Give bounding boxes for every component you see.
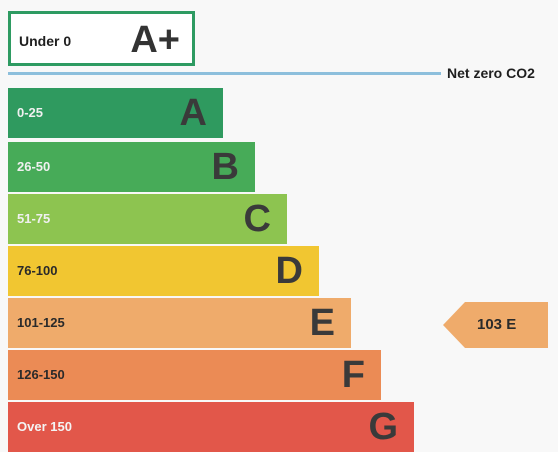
band-b-letter: B <box>211 146 239 188</box>
current-rating-value: 103 E <box>477 316 517 333</box>
band-d-letter: D <box>275 250 303 292</box>
band-f-range: 126-150 <box>17 367 65 382</box>
band-e-letter: E <box>309 302 335 344</box>
band-c: 51-75 C <box>8 194 287 244</box>
band-c-letter: C <box>243 198 271 240</box>
band-b-range: 26-50 <box>17 159 51 174</box>
arrow-shape-icon <box>443 302 548 348</box>
band-aplus-letter: A+ <box>130 19 180 61</box>
net-zero-label: Net zero CO2 <box>447 65 535 81</box>
band-g-range: Over 150 <box>17 419 72 434</box>
band-d-range: 76-100 <box>17 263 58 278</box>
band-a: 0-25 A <box>8 88 223 138</box>
band-c-range: 51-75 <box>17 211 51 226</box>
band-d: 76-100 D <box>8 246 319 296</box>
band-g-letter: G <box>368 406 398 448</box>
band-g: Over 150 G <box>8 402 414 452</box>
band-f-letter: F <box>341 354 365 396</box>
band-a-letter: A <box>179 92 207 134</box>
band-aplus: Under 0 A+ <box>8 11 195 66</box>
band-b: 26-50 B <box>8 142 255 192</box>
band-e-range: 101-125 <box>17 315 65 330</box>
band-e: 101-125 E <box>8 298 351 348</box>
net-zero-line <box>8 72 441 75</box>
band-a-range: 0-25 <box>17 105 44 120</box>
band-f: 126-150 F <box>8 350 381 400</box>
band-aplus-range: Under 0 <box>19 33 72 49</box>
current-rating-arrow: 103 E <box>443 302 548 348</box>
